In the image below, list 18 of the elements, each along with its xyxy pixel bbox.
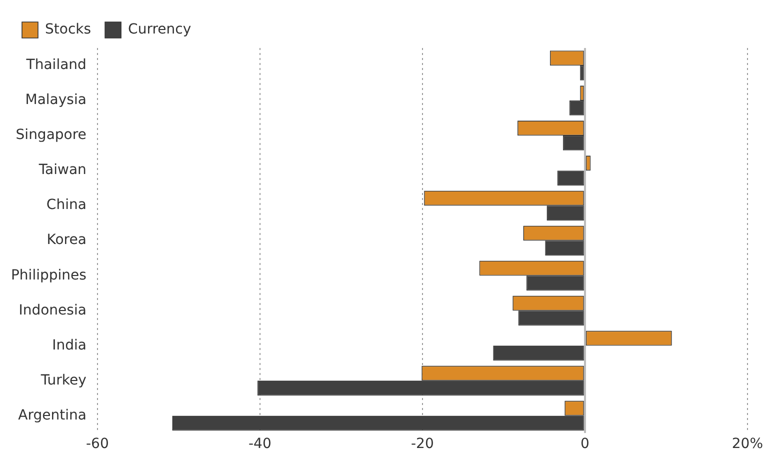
y-tick-label: Thailand [25, 57, 86, 74]
x-tick-label: -20 [410, 436, 434, 452]
y-tick-label: Philippines [10, 267, 86, 284]
y-tick-label: Taiwan [38, 162, 86, 178]
y-tick-label: India [52, 337, 86, 354]
y-tick-label: Turkey [40, 372, 86, 388]
x-tick-label: -60 [86, 436, 109, 452]
legend-label: Currency [128, 22, 192, 38]
x-tick-label: -40 [248, 436, 272, 452]
x-tick-label: 20% [732, 436, 764, 452]
y-tick-label: Argentina [18, 407, 86, 424]
y-tick-label: Indonesia [18, 302, 86, 318]
y-tick-label: China [46, 197, 86, 214]
x-tick-label: 0 [580, 436, 590, 452]
y-tick-label: Korea [46, 232, 86, 248]
y-tick-label: Malaysia [25, 92, 86, 108]
y-tick-label: Singapore [16, 127, 86, 144]
legend-label: Stocks [45, 22, 92, 38]
